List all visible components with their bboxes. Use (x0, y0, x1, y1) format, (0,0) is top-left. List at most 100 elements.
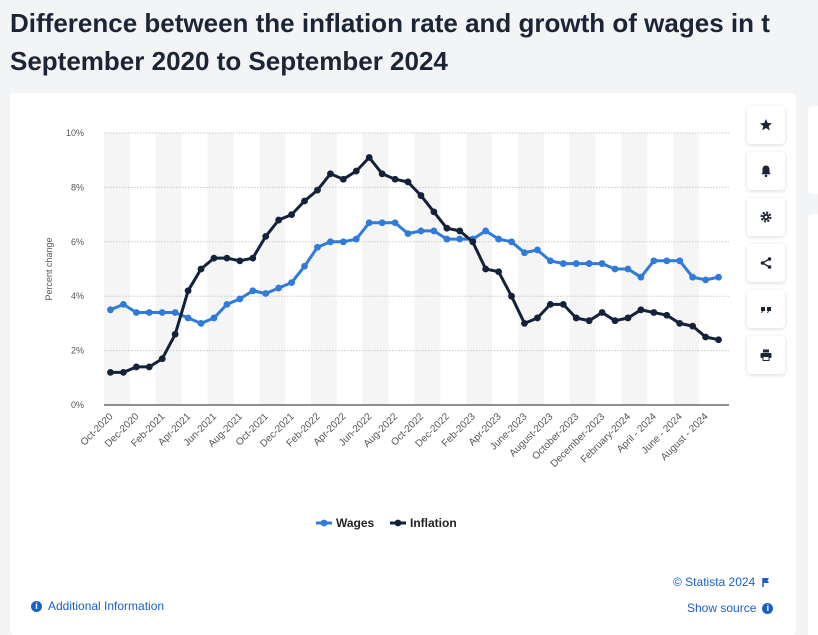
inflation-point (624, 314, 632, 322)
cite-button[interactable] (747, 290, 785, 328)
inflation-point (650, 309, 658, 316)
side-panel-bottom (808, 214, 818, 635)
inflation-point (249, 254, 257, 262)
wages-point (611, 265, 619, 273)
wages-point (262, 290, 270, 297)
wages-point (495, 235, 502, 243)
wages-point (378, 219, 386, 227)
inflation-point (637, 306, 645, 314)
copyright[interactable]: © Statista 2024 (673, 575, 771, 589)
y-axis-label: Percent change (44, 237, 54, 300)
inflation-point (469, 238, 477, 246)
wages-point (120, 300, 127, 308)
inflation-point (689, 322, 697, 330)
settings-button[interactable] (747, 198, 785, 236)
wages-point (107, 306, 114, 314)
quote-icon (761, 307, 771, 313)
y-tick-label: 0% (71, 400, 84, 410)
wages-point (236, 295, 244, 303)
y-tick-label: 6% (71, 237, 84, 247)
column-band (569, 133, 596, 405)
wages-point (145, 309, 153, 316)
favorite-button[interactable] (747, 106, 785, 144)
wages-point (158, 309, 166, 316)
legend: Wages Inflation (316, 516, 457, 530)
wages-point (223, 300, 231, 308)
info-icon: i (762, 602, 774, 614)
page-title: Difference between the inflation rate an… (10, 4, 818, 80)
wages-point (702, 276, 709, 284)
inflation-point (158, 355, 166, 363)
wages-point (314, 243, 321, 251)
share-button[interactable] (747, 244, 785, 282)
print-icon (760, 349, 772, 361)
wages-point (197, 320, 205, 327)
inflation-point (236, 257, 244, 265)
inflation-point (534, 314, 541, 322)
additional-info-link[interactable]: i Additional Information (31, 599, 164, 613)
wages-point (339, 238, 347, 246)
inflation-point (262, 232, 270, 240)
wages-point (430, 227, 438, 235)
inflation-point (572, 314, 580, 322)
wages-point (249, 287, 257, 295)
wages-point (598, 260, 606, 267)
inflation-point (430, 208, 438, 216)
inflation-point (171, 330, 179, 338)
notification-button[interactable] (747, 152, 785, 190)
grid-lines (104, 132, 729, 406)
show-source-link[interactable]: Show source i (687, 601, 774, 615)
y-tick-label: 10% (66, 128, 84, 138)
inflation-point (495, 268, 502, 276)
wages-point (417, 227, 425, 235)
inflation-point (676, 320, 684, 327)
inflation-point (197, 265, 205, 273)
star-icon (760, 119, 772, 131)
wages-point (184, 314, 192, 322)
info-icon: i (31, 600, 42, 612)
column-bands (104, 133, 700, 405)
share-icon (760, 257, 772, 269)
inflation-point (391, 175, 399, 183)
inflation-point (702, 333, 709, 341)
inflation-point (559, 300, 567, 308)
wages-point (327, 238, 334, 246)
print-button[interactable] (747, 336, 785, 374)
column-band (104, 133, 130, 405)
chart-card: 0% 2% 4% 6% 8% 10% Oct-2020 Dec-2020 Feb-2021 Ap… (10, 93, 796, 635)
flag-icon (762, 577, 770, 587)
inflation-point (456, 227, 464, 235)
inflation-point (314, 186, 321, 194)
inflation-point (715, 336, 722, 344)
inflation-point (339, 175, 347, 183)
inflation-point (611, 317, 619, 325)
wages-point (482, 227, 490, 235)
inflation-legend-marker (394, 519, 402, 527)
wages-point (210, 314, 218, 322)
inflation-point (223, 254, 231, 262)
wages-point (171, 309, 179, 316)
wages-legend-marker (320, 519, 328, 527)
inflation-point (585, 317, 593, 325)
inflation-point (210, 254, 218, 262)
y-tick-labels: 0% 2% 4% 6% 8% 10% (66, 128, 84, 410)
wages-point (650, 257, 658, 265)
column-band (259, 133, 286, 405)
inflation-point (288, 211, 295, 218)
y-tick-label: 2% (71, 346, 84, 356)
inflation-point (120, 368, 127, 376)
wages-legend-label: Wages (336, 516, 375, 530)
wages-point (534, 246, 541, 254)
inflation-point (443, 224, 451, 232)
wages-point (715, 273, 722, 281)
column-band (207, 133, 234, 405)
inflation-point (301, 197, 308, 205)
wages-point (546, 257, 554, 265)
inflation-point (184, 287, 192, 295)
wages-point (443, 235, 451, 243)
wages-point (404, 230, 412, 238)
inflation-point (521, 320, 528, 327)
inflation-point (352, 167, 360, 175)
inflation-point (508, 292, 515, 300)
inflation-point (378, 170, 386, 178)
